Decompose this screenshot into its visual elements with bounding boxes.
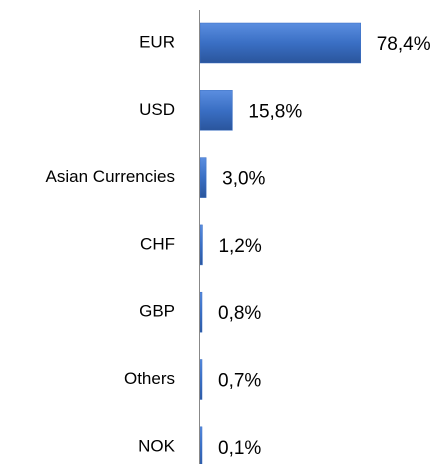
category-label: NOK	[138, 436, 176, 455]
value-label: 1,2%	[218, 236, 261, 257]
value-label: 0,7%	[218, 371, 261, 392]
value-label: 0,8%	[218, 303, 261, 324]
category-label: EUR	[139, 32, 175, 51]
bar	[199, 359, 203, 400]
value-label: 3,0%	[222, 169, 265, 190]
value-label: 78,4%	[377, 34, 431, 55]
category-label: USD	[139, 100, 175, 119]
category-label: Others	[124, 369, 175, 388]
bar	[199, 90, 233, 131]
value-label: 0,1%	[218, 438, 261, 459]
bar	[199, 22, 361, 64]
bars: EUR 78,4% USD 15,8% Asian Currencies 3,0% CHF 1…	[46, 22, 431, 464]
bar	[199, 426, 203, 464]
category-label: CHF	[140, 234, 175, 253]
bar	[199, 224, 203, 266]
value-label: 15,8%	[248, 101, 302, 122]
bar	[199, 157, 207, 198]
bar	[199, 291, 203, 333]
category-label: Asian Currencies	[46, 167, 175, 186]
category-label: GBP	[139, 302, 175, 321]
